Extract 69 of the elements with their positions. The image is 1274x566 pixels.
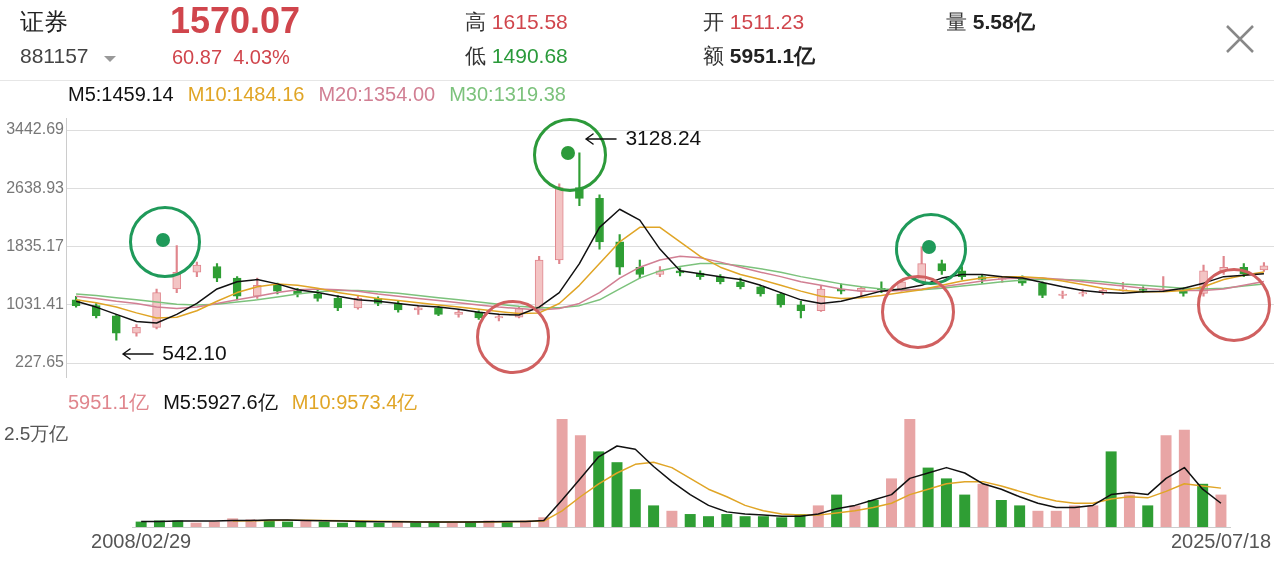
bar <box>1050 510 1062 527</box>
bar <box>1069 505 1081 527</box>
text: 高 1615.58 <box>465 10 568 33</box>
y-tick-label: 2638.93 <box>6 178 65 196</box>
text: M10:1484.16 <box>187 82 305 106</box>
bar <box>721 514 733 527</box>
text: 60.87 4.03% <box>172 46 290 68</box>
bar <box>556 419 568 527</box>
bar <box>1087 505 1099 527</box>
bar <box>1215 494 1227 527</box>
bar <box>1032 510 1044 527</box>
text: 2.5万亿 <box>4 422 69 446</box>
text: 5951.1亿 <box>68 389 150 415</box>
bar <box>977 483 989 527</box>
bar <box>574 435 586 527</box>
bar <box>1142 505 1154 527</box>
bar <box>648 505 660 527</box>
text: 额 5951.1亿 <box>703 44 816 67</box>
text: M5:1459.14 <box>68 82 174 106</box>
bar <box>776 517 788 527</box>
bar <box>593 451 605 527</box>
text: M20:1354.00 <box>318 82 436 106</box>
bar <box>1105 451 1117 527</box>
bar <box>1123 494 1135 527</box>
bar <box>867 500 879 527</box>
chart-subtitle: 881157 <box>20 44 89 68</box>
bar <box>886 478 898 527</box>
bar <box>757 516 769 527</box>
bar <box>318 521 330 527</box>
bar <box>208 521 220 527</box>
bar <box>940 478 952 527</box>
x-tick-label: 2025/07/18 <box>1170 529 1272 552</box>
bar <box>1178 429 1190 527</box>
text: 开 1511.23 <box>703 10 805 33</box>
bar <box>190 522 202 527</box>
bar <box>703 516 714 527</box>
annotation: 542.10 <box>162 341 227 366</box>
text: 1570.07 <box>170 0 301 41</box>
bar <box>995 500 1007 527</box>
text: M30:1319.38 <box>449 82 566 106</box>
bar <box>1197 483 1209 527</box>
bar <box>922 467 934 527</box>
bar <box>336 522 348 527</box>
bar <box>373 522 385 527</box>
bar <box>135 521 147 527</box>
bar <box>959 494 971 527</box>
chart-title: 证券 <box>20 7 68 37</box>
bar <box>410 522 422 527</box>
bar <box>355 521 367 527</box>
bar <box>1160 435 1172 527</box>
bar <box>1014 505 1026 527</box>
y-tick-label: 3442.69 <box>6 120 65 138</box>
annotation: 3128.24 <box>625 125 702 150</box>
bar <box>282 521 294 527</box>
text: M5:5927.6亿 <box>163 389 278 415</box>
y-tick-label: 227.65 <box>15 353 65 371</box>
bar <box>629 489 641 527</box>
y-tick-label: 1031.41 <box>6 295 65 313</box>
text: 量 5.58亿 <box>946 10 1035 33</box>
bar <box>666 510 678 527</box>
bar <box>739 516 751 527</box>
bar <box>446 522 458 527</box>
x-tick-label: 2008/02/29 <box>91 529 192 552</box>
bar <box>904 419 916 527</box>
bar <box>684 514 696 527</box>
y-tick-label: 1835.17 <box>6 236 65 254</box>
text: 低 1490.68 <box>465 44 568 67</box>
text: M10:9573.4亿 <box>291 389 418 415</box>
bar <box>831 494 843 527</box>
